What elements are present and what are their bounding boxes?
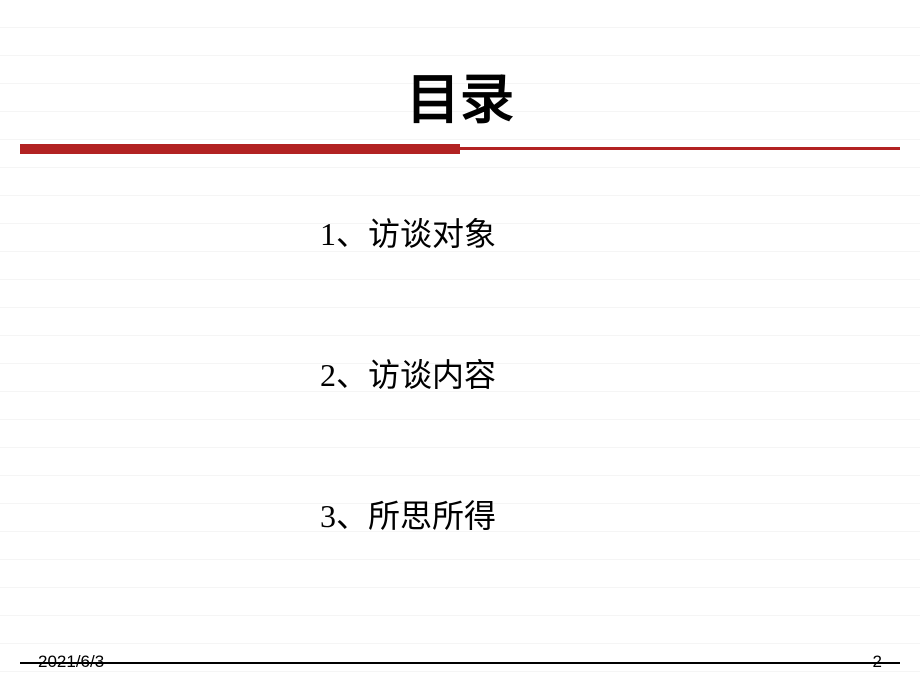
footer-date: 2021/6/3 <box>38 652 104 672</box>
footer-page-number: 2 <box>873 652 882 672</box>
page-title: 目录 <box>0 0 920 144</box>
list-item: 1、访谈对象 <box>320 209 920 255</box>
list-item: 3、所思所得 <box>320 491 920 537</box>
slide-container: 目录 1、访谈对象 2、访谈内容 3、所思所得 2021/6/3 2 <box>0 0 920 690</box>
title-divider <box>20 144 900 154</box>
content-list: 1、访谈对象 2、访谈内容 3、所思所得 <box>0 154 920 537</box>
list-item: 2、访谈内容 <box>320 350 920 396</box>
divider-thick-line <box>20 144 460 154</box>
footer-divider-line <box>20 662 900 664</box>
